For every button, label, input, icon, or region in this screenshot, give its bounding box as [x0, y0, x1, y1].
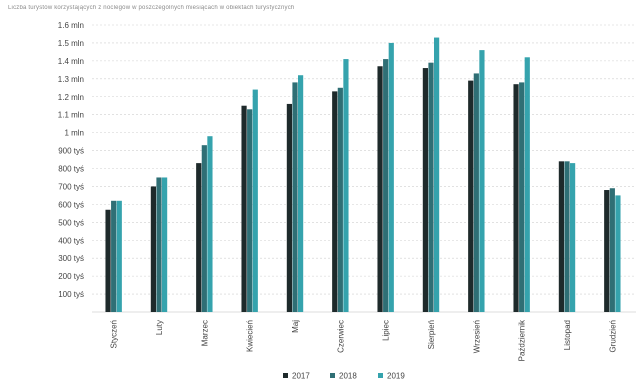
bar-2017-5 — [286, 103, 292, 312]
y-tick-label: 1 mln — [64, 129, 84, 138]
y-tick-label: 1.4 mln — [58, 57, 84, 66]
bar-2019-9 — [479, 50, 485, 313]
bar-2019-10 — [524, 57, 530, 312]
gridlines — [92, 24, 636, 313]
legend-swatch-2017 — [283, 373, 288, 378]
bar-2018-1 — [111, 200, 117, 312]
x-category-label: Sierpień — [427, 320, 436, 349]
x-axis-labels: Styczeń Luty Marzec Kwiecień Maj Czerwiec Lipi… — [110, 319, 618, 361]
legend-label-2019: 2019 — [387, 372, 405, 381]
legend: 2017 2018 2019 — [283, 372, 405, 381]
y-tick-label: 1.2 mln — [58, 93, 84, 102]
bar-2017-10 — [513, 84, 519, 312]
bar-2019-1 — [116, 200, 122, 312]
bar-2018-3 — [201, 145, 207, 312]
bar-2018-8 — [428, 62, 434, 313]
legend-swatch-2018 — [330, 373, 335, 378]
x-category-label: Listopad — [563, 320, 572, 350]
bar-2019-4 — [252, 89, 258, 312]
y-axis-ticks: 100 tyś 200 tyś 300 tyś 400 tyś 500 tyś 600 t… — [58, 21, 84, 299]
bar-2018-4 — [247, 109, 253, 313]
y-tick-label: 1.3 mln — [58, 75, 84, 84]
bar-2019-7 — [388, 42, 394, 312]
y-tick-label: 1.6 mln — [58, 21, 84, 30]
x-category-label: Styczeń — [110, 320, 119, 348]
y-tick-label: 900 tyś — [58, 147, 84, 156]
bar-2017-2 — [150, 186, 156, 312]
y-tick-label: 1.5 mln — [58, 39, 84, 48]
bar-2017-12 — [604, 190, 610, 312]
y-tick-label: 300 tyś — [58, 254, 84, 263]
x-category-label: Wrzesień — [472, 320, 481, 353]
bars — [105, 37, 621, 313]
x-category-label: Czerwiec — [336, 320, 345, 353]
y-tick-label: 600 tyś — [58, 200, 84, 209]
bar-2018-7 — [383, 59, 389, 312]
x-category-label: Grudzień — [608, 320, 617, 352]
y-tick-label: 500 tyś — [58, 218, 84, 227]
bar-2019-11 — [570, 163, 576, 312]
bar-2017-9 — [468, 80, 474, 312]
x-category-label: Marzec — [200, 320, 209, 346]
bar-2018-12 — [609, 188, 615, 312]
bar-2019-12 — [615, 195, 621, 312]
bar-2019-6 — [343, 59, 349, 312]
legend-label-2017: 2017 — [292, 372, 310, 381]
x-category-label: Maj — [291, 320, 300, 333]
y-tick-label: 800 tyś — [58, 165, 84, 174]
bar-2019-8 — [434, 37, 440, 313]
bar-2017-7 — [377, 66, 383, 312]
x-category-label: Luty — [155, 320, 164, 335]
bar-2019-2 — [162, 177, 168, 312]
bar-2017-4 — [241, 105, 247, 312]
legend-swatch-2019 — [378, 373, 383, 378]
bar-2018-11 — [564, 161, 570, 312]
bar-2018-5 — [292, 82, 298, 313]
bar-2019-5 — [298, 75, 304, 312]
bar-2017-1 — [105, 209, 111, 312]
x-category-label: Październik — [518, 319, 527, 361]
y-tick-label: 100 tyś — [58, 290, 84, 299]
y-tick-label: 400 tyś — [58, 236, 84, 245]
chart-subtitle: Liczba turystów korzystających z noclegó… — [8, 5, 295, 11]
legend-label-2018: 2018 — [339, 372, 357, 381]
bar-2018-2 — [156, 177, 162, 312]
bar-2017-3 — [196, 163, 202, 312]
bar-2018-6 — [337, 87, 343, 312]
y-tick-label: 200 tyś — [58, 272, 84, 281]
x-category-label: Lipiec — [382, 320, 391, 341]
bar-2019-3 — [207, 136, 213, 312]
bar-2018-9 — [473, 73, 479, 313]
x-category-label: Kwiecień — [246, 320, 255, 352]
bar-2017-8 — [422, 68, 428, 312]
bar-2018-10 — [519, 82, 525, 313]
y-tick-label: 700 tyś — [58, 182, 84, 191]
bar-2017-11 — [558, 161, 564, 312]
bar-2017-6 — [332, 91, 338, 313]
y-tick-label: 1.1 mln — [58, 111, 84, 120]
